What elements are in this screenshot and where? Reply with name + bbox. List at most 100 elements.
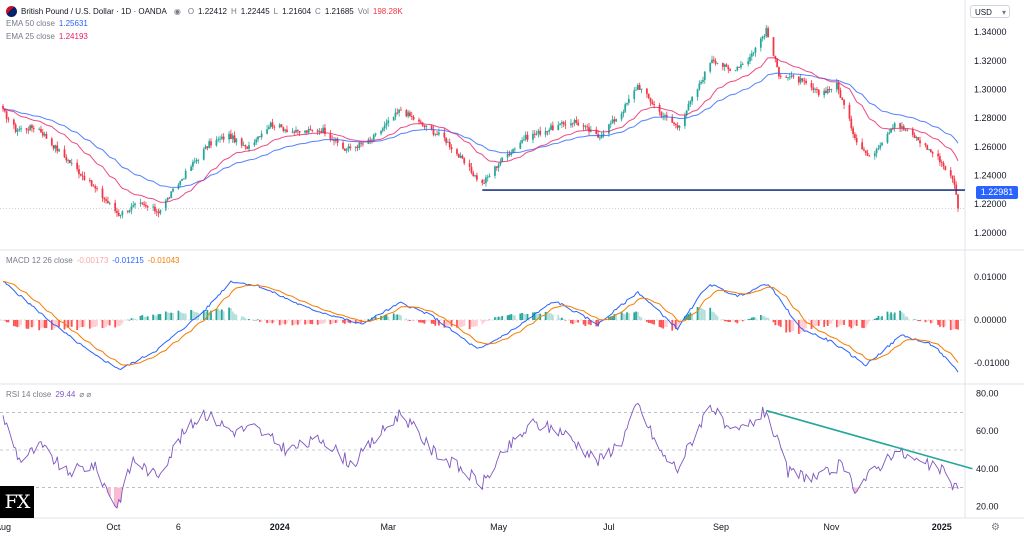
macd-histogram-bar xyxy=(564,320,567,321)
candle-body xyxy=(255,139,258,143)
candle-body xyxy=(381,128,384,131)
candle-body xyxy=(881,142,883,146)
macd-histogram-bar xyxy=(280,320,283,325)
macd-histogram-bar xyxy=(461,320,464,327)
macd-histogram-bar xyxy=(217,308,220,320)
candle-body xyxy=(564,124,567,126)
rsi-oversold-fill xyxy=(853,487,857,494)
candle-body xyxy=(101,188,104,198)
candle-body xyxy=(926,145,929,150)
macd-histogram-bar xyxy=(92,320,95,328)
macd-histogram-bar xyxy=(293,320,296,325)
candle-body xyxy=(825,90,827,94)
macd-histogram-bar xyxy=(501,315,504,320)
macd-histogram-bar xyxy=(776,320,779,326)
candle-body xyxy=(816,89,818,90)
candle-body xyxy=(673,122,675,125)
macd-histogram-bar xyxy=(702,308,704,320)
candle-body xyxy=(468,163,471,167)
macd-histogram-bar xyxy=(208,311,211,320)
macd-histogram-bar xyxy=(468,320,471,330)
candle-body xyxy=(273,126,276,128)
macd-histogram-bar xyxy=(544,311,547,320)
macd-histogram-bar xyxy=(812,320,815,328)
ema50-legend[interactable]: EMA 50 close 1.25631 xyxy=(6,19,88,28)
candle-body xyxy=(476,175,478,180)
candle-body xyxy=(689,101,692,104)
macd-histogram-bar xyxy=(105,320,107,328)
macd-histogram-bar xyxy=(763,316,766,320)
macd-histogram-bar xyxy=(772,320,775,323)
macd-signal-line xyxy=(3,281,959,366)
macd-histogram-bar xyxy=(727,320,730,322)
macd-histogram-bar xyxy=(615,314,618,320)
candle-body xyxy=(329,133,332,140)
macd-histogram-bar xyxy=(700,307,703,320)
macd-legend[interactable]: MACD 12 26 close -0.00173 -0.01215 -0.01… xyxy=(6,256,179,265)
candle-body xyxy=(586,126,589,128)
currency-select[interactable]: USD xyxy=(970,5,1010,19)
candle-body xyxy=(752,52,755,54)
macd-histogram-bar xyxy=(50,320,53,330)
candle-body xyxy=(383,125,386,129)
rsi-oversold-fill xyxy=(115,487,119,508)
macd-histogram-bar xyxy=(767,317,769,320)
candle-body xyxy=(759,38,762,48)
candle-body xyxy=(940,162,943,164)
candle-body xyxy=(712,59,715,62)
macd-histogram-bar xyxy=(146,316,149,320)
candle-body xyxy=(152,206,155,208)
macd-histogram-bar xyxy=(456,320,458,328)
macd-histogram-bar xyxy=(779,320,782,327)
candle-body xyxy=(684,115,686,126)
macd-histogram-bar xyxy=(305,320,308,325)
macd-histogram-bar xyxy=(931,320,934,323)
candle-body xyxy=(50,138,53,146)
macd-histogram-bar xyxy=(242,316,245,320)
macd-histogram-bar xyxy=(519,313,522,320)
candle-body xyxy=(143,203,145,205)
rsi-oversold-fill xyxy=(117,487,120,500)
candle-body xyxy=(524,134,527,140)
macd-histogram-bar xyxy=(535,312,538,320)
macd-histogram-bar xyxy=(562,319,565,320)
candle-body xyxy=(917,137,920,141)
candle-body xyxy=(267,127,270,130)
macd-histogram-bar xyxy=(278,320,281,326)
price-tick-label: 1.26000 xyxy=(974,142,1007,152)
settings-gear-icon[interactable]: ⚙ xyxy=(991,522,1000,533)
macd-histogram-bar xyxy=(698,307,701,320)
macd-histogram-bar xyxy=(919,320,921,322)
macd-histogram-bar xyxy=(58,320,60,327)
macd-histogram-bar xyxy=(664,320,666,328)
macd-histogram-bar xyxy=(459,320,462,328)
candle-body xyxy=(892,127,894,129)
candle-body xyxy=(626,102,628,105)
macd-histogram-bar xyxy=(957,320,959,330)
candle-body xyxy=(296,129,299,132)
rsi-oversold-fill xyxy=(855,487,858,492)
macd-histogram-bar xyxy=(423,320,426,324)
macd-histogram-bar xyxy=(573,320,576,324)
macd-histogram-bar xyxy=(494,317,496,320)
macd-histogram-bar xyxy=(790,320,793,332)
close-label: C xyxy=(315,7,321,16)
candle-body xyxy=(164,200,167,210)
candle-body xyxy=(190,166,192,171)
candle-body xyxy=(615,119,618,122)
candle-body xyxy=(134,203,136,206)
macd-histogram-bar xyxy=(134,318,136,320)
macd-histogram-bar xyxy=(485,320,487,321)
macd-signal-value: -0.01043 xyxy=(147,256,180,265)
macd-histogram-bar xyxy=(202,310,205,320)
visibility-icon[interactable]: ◉ xyxy=(173,7,181,16)
candle-body xyxy=(182,178,185,180)
macd-histogram-bar xyxy=(206,309,209,320)
high-label: H xyxy=(230,7,237,16)
candle-body xyxy=(322,127,325,133)
ema25-legend[interactable]: EMA 25 close 1.24193 xyxy=(6,32,88,41)
candle-body xyxy=(32,128,35,130)
candle-body xyxy=(779,76,782,78)
macd-histogram-bar xyxy=(955,320,958,330)
rsi-legend[interactable]: RSI 14 close 29.44 ⌀ ⌀ xyxy=(6,390,91,399)
